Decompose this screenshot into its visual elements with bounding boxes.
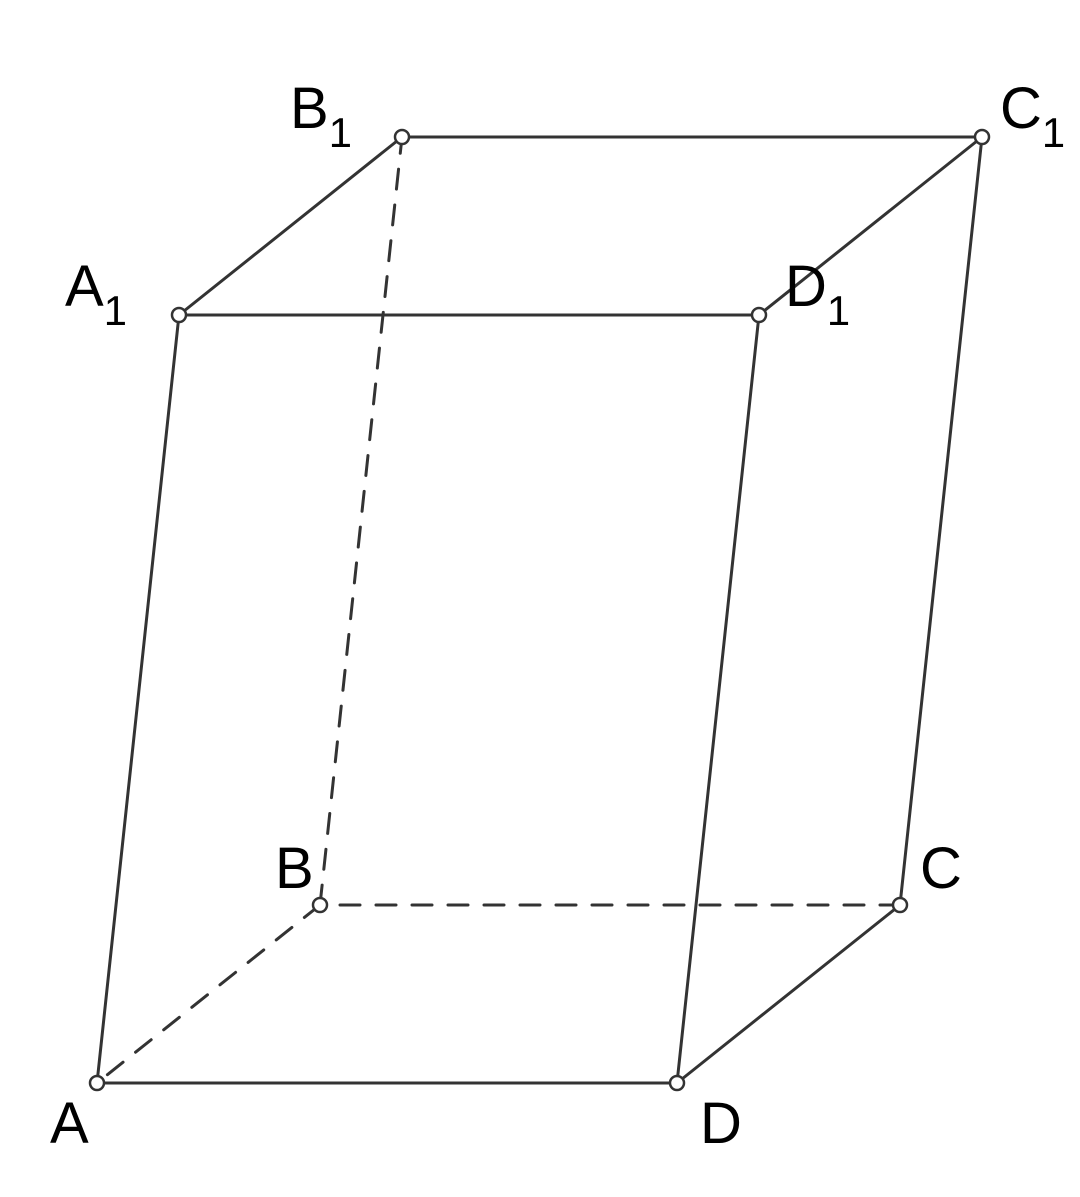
label-A: A xyxy=(50,1095,89,1153)
label-subscript: 1 xyxy=(104,287,127,334)
vertex-B1 xyxy=(395,130,409,144)
edge-D-D1 xyxy=(677,315,759,1083)
label-base: A xyxy=(65,254,104,319)
vertex-C xyxy=(893,898,907,912)
diagram-stage: ADBCA1D1B1C1 xyxy=(0,0,1080,1197)
label-base: C xyxy=(1000,76,1042,141)
label-subscript: 1 xyxy=(827,287,850,334)
label-base: D xyxy=(785,254,827,319)
label-D: D xyxy=(700,1095,742,1153)
label-base: C xyxy=(920,836,962,901)
label-C1: C1 xyxy=(1000,80,1065,147)
vertex-C1 xyxy=(975,130,989,144)
edge-B1-A1 xyxy=(179,137,402,315)
vertex-A1 xyxy=(172,308,186,322)
edge-B-A xyxy=(97,905,320,1083)
label-subscript: 1 xyxy=(1042,109,1065,156)
label-base: B xyxy=(275,836,314,901)
vertex-A xyxy=(90,1076,104,1090)
vertex-D xyxy=(670,1076,684,1090)
edge-D-C xyxy=(677,905,900,1083)
label-B: B xyxy=(275,840,314,898)
edge-B-B1 xyxy=(320,137,402,905)
label-subscript: 1 xyxy=(329,109,352,156)
vertex-B xyxy=(313,898,327,912)
label-base: A xyxy=(50,1091,89,1156)
edge-A-A1 xyxy=(97,315,179,1083)
label-A1: A1 xyxy=(65,258,127,325)
diagram-svg xyxy=(0,0,1080,1197)
label-D1: D1 xyxy=(785,258,850,325)
label-base: B xyxy=(290,76,329,141)
edge-C-C1 xyxy=(900,137,982,905)
label-B1: B1 xyxy=(290,80,352,147)
label-C: C xyxy=(920,840,962,898)
vertex-D1 xyxy=(752,308,766,322)
label-base: D xyxy=(700,1091,742,1156)
